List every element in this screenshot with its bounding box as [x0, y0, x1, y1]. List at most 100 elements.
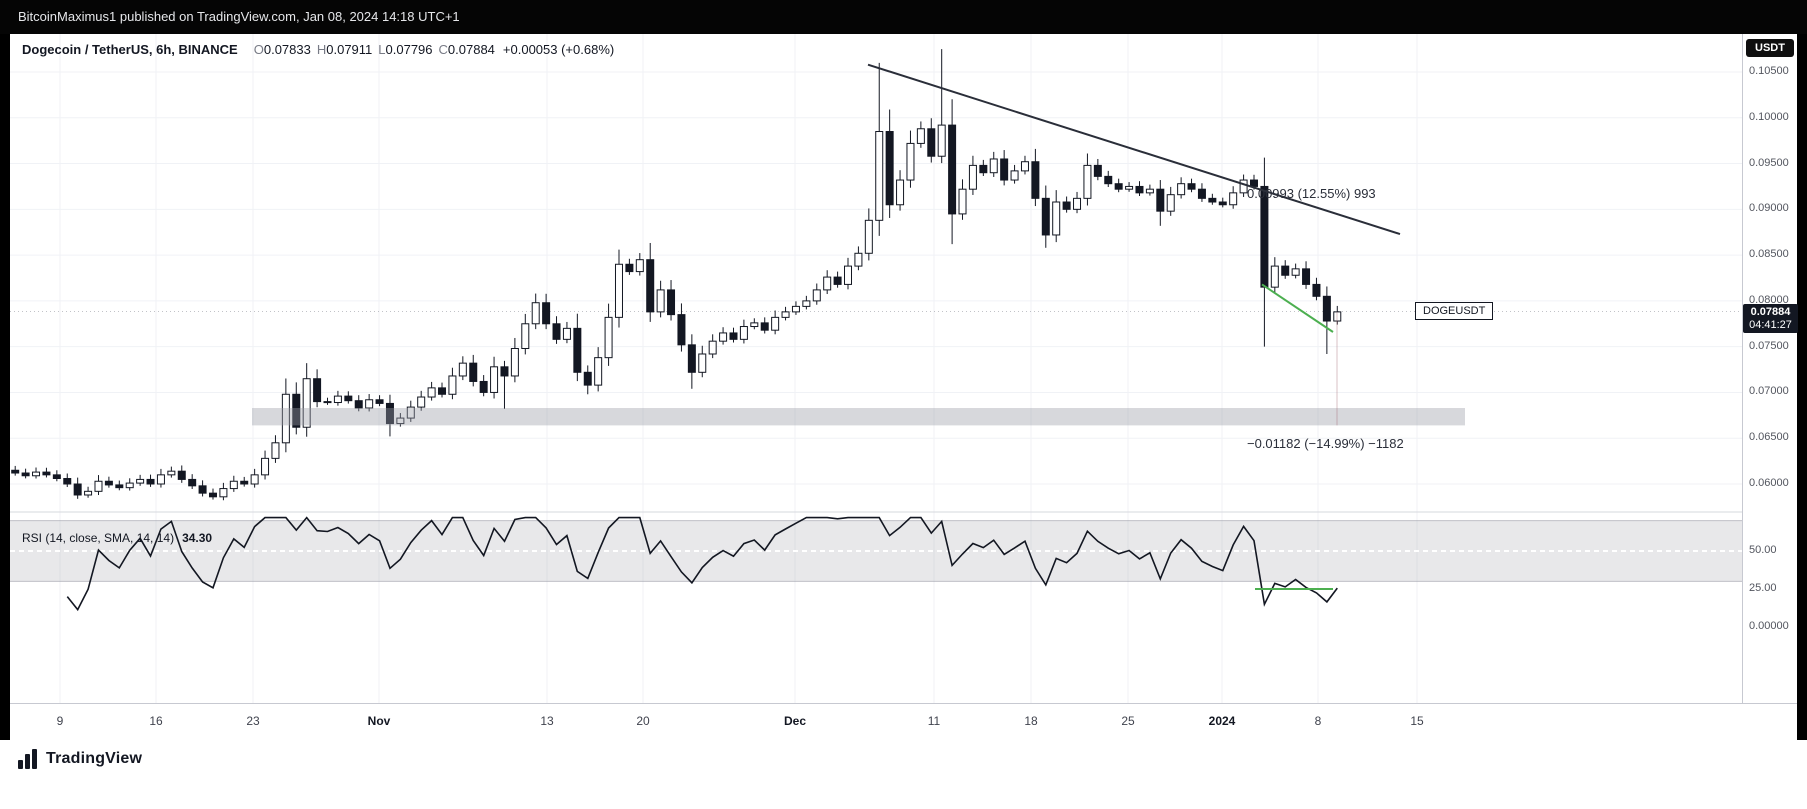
- candle: [958, 188, 967, 215]
- candle: [791, 305, 800, 313]
- candle: [885, 131, 894, 206]
- price-tick-label: 0.08500: [1749, 248, 1789, 261]
- time-tick-label: 2024: [1208, 714, 1236, 728]
- price-tick-label: 0.10000: [1749, 110, 1789, 123]
- candle: [854, 252, 863, 267]
- symbol-legend: Dogecoin / TetherUS, 6h, BINANCE O0.07833…: [22, 42, 614, 57]
- symbol-price-label[interactable]: DOGEUSDT: [1415, 301, 1494, 320]
- candle: [281, 393, 290, 444]
- time-tick-label: 18: [1024, 714, 1038, 728]
- chart-area[interactable]: Dogecoin / TetherUS, 6h, BINANCE O0.07833…: [10, 34, 1798, 740]
- candle: [656, 289, 665, 313]
- descending-trendline[interactable]: [867, 63, 1401, 236]
- candle: [750, 322, 759, 328]
- ohlc-close-label: C: [438, 42, 448, 57]
- candle: [1249, 179, 1258, 187]
- candle: [1093, 164, 1102, 177]
- candle: [906, 142, 915, 181]
- candle: [188, 478, 197, 487]
- green-trendline[interactable]: [1261, 283, 1334, 333]
- ohlc-high-label: H: [316, 42, 327, 57]
- rsi-tick-label: 0.00000: [1749, 620, 1789, 632]
- currency-badge[interactable]: USDT: [1746, 39, 1794, 57]
- candle: [604, 316, 613, 359]
- candle: [771, 316, 780, 331]
- candle: [438, 387, 447, 395]
- tradingview-logo-icon: [18, 749, 37, 769]
- candle: [573, 327, 582, 373]
- ohlc-low-value: 0.07796: [385, 42, 433, 57]
- candle: [1145, 188, 1154, 194]
- candle: [1125, 185, 1134, 190]
- price-tick-label: 0.06500: [1749, 431, 1789, 444]
- measure-label-up[interactable]: 0.00993 (12.55%) 993: [1247, 186, 1376, 201]
- candle: [396, 417, 405, 425]
- candle: [916, 128, 925, 144]
- candle: [1114, 183, 1123, 190]
- price-tick-label: 0.09000: [1749, 202, 1789, 215]
- candle: [562, 327, 571, 340]
- candle: [313, 378, 322, 403]
- candle: [146, 478, 155, 485]
- candle: [63, 478, 72, 485]
- rsi-tick-label: 50.00: [1749, 544, 1777, 556]
- chart-canvas[interactable]: [10, 34, 1742, 740]
- candle: [136, 478, 145, 484]
- candle: [1104, 175, 1113, 185]
- candle: [323, 401, 332, 404]
- price-tick-label: 0.10500: [1749, 65, 1789, 77]
- last-price-value: 0.07884: [1750, 305, 1791, 318]
- candle: [1218, 201, 1227, 206]
- candle: [240, 480, 249, 485]
- time-tick-label: 16: [149, 714, 163, 728]
- candle: [1020, 161, 1029, 172]
- change-value: +0.00053 (+0.68%): [502, 42, 615, 57]
- candle: [354, 400, 363, 409]
- time-tick-label: 25: [1121, 714, 1135, 728]
- time-tick-label: 13: [540, 714, 554, 728]
- candle: [1197, 188, 1206, 199]
- ohlc-low-label: L: [378, 42, 386, 57]
- candle: [406, 406, 415, 419]
- candle: [937, 124, 946, 157]
- candle: [1000, 158, 1009, 181]
- candle: [802, 300, 811, 307]
- attribution-text: BitcoinMaximus1 published on TradingView…: [18, 9, 460, 24]
- candle: [1031, 161, 1040, 199]
- candle: [927, 128, 936, 157]
- candle: [521, 323, 530, 349]
- measure-label-down[interactable]: −0.01182 (−14.99%) −1182: [1247, 436, 1404, 451]
- ohlc-high-value: 0.07911: [326, 42, 373, 57]
- candle: [1062, 201, 1071, 210]
- candle: [375, 399, 384, 404]
- candle: [84, 490, 93, 496]
- candle: [1239, 179, 1248, 194]
- candle: [979, 164, 988, 174]
- candle: [989, 158, 998, 174]
- candle: [635, 259, 644, 273]
- candle: [292, 393, 301, 428]
- candle: [125, 482, 134, 489]
- candle: [646, 259, 655, 313]
- candle: [94, 480, 103, 492]
- candle: [844, 265, 853, 285]
- candle: [385, 402, 394, 425]
- candle: [261, 457, 270, 476]
- candle: [1052, 201, 1061, 236]
- time-axis[interactable]: 9 16 23 Nov 13 20 Dec 11 18 25 2024 8 15: [10, 703, 1797, 740]
- rsi-tick-label: 25.00: [1749, 582, 1777, 594]
- support-zone[interactable]: [252, 408, 1465, 426]
- candle: [21, 472, 30, 477]
- candle: [687, 344, 696, 373]
- candle: [42, 471, 51, 476]
- tradingview-wordmark: TradingView: [46, 750, 143, 767]
- candle: [177, 470, 186, 480]
- footer: TradingView: [0, 740, 1807, 809]
- candle: [1302, 268, 1311, 285]
- candle: [708, 340, 717, 355]
- candle: [156, 474, 165, 485]
- price-tick-label: 0.09500: [1749, 156, 1789, 169]
- price-axis[interactable]: USDT 0.07884 04:41:27 0.10500 0.10000 0.09…: [1742, 34, 1798, 703]
- last-price-badge: 0.07884 04:41:27: [1743, 303, 1798, 333]
- tradingview-link[interactable]: TradingView: [18, 749, 142, 769]
